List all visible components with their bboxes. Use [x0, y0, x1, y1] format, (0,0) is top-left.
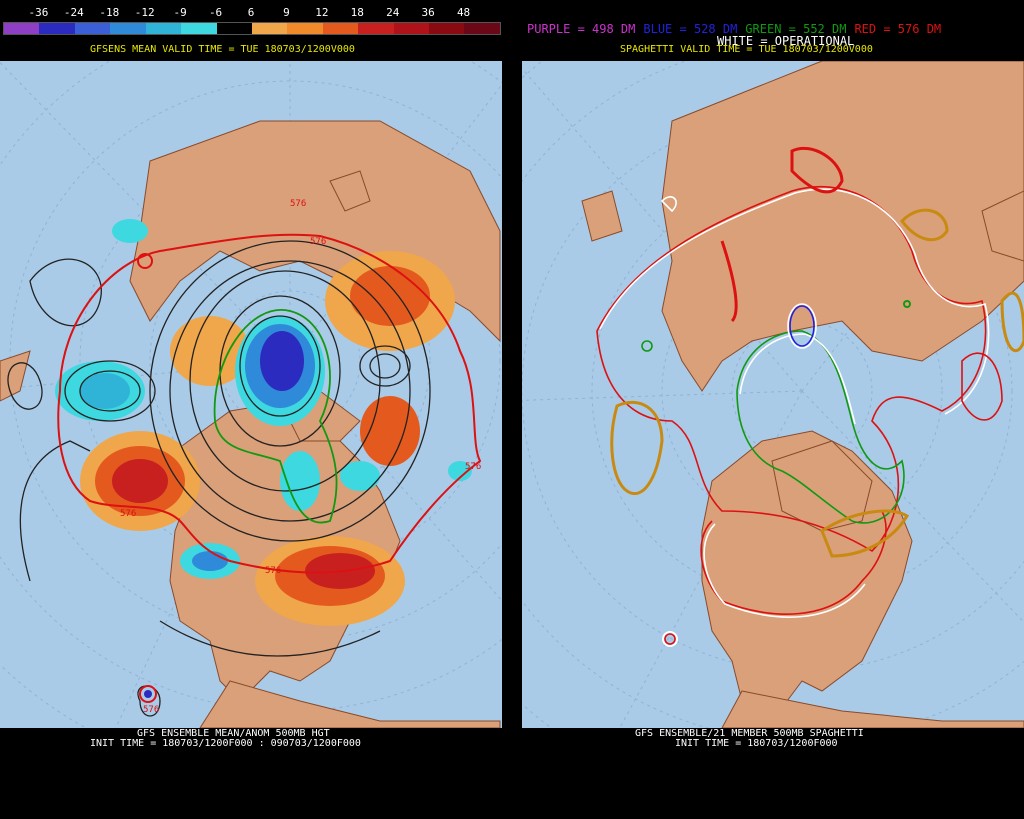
colorbar-labels: -36 -24 -18 -12 -9 -6 6 9 12 18 24 36 48: [0, 6, 502, 20]
spaghetti-map: [522, 61, 1024, 728]
red-small-loop: [137, 253, 153, 269]
height-contours: [7, 240, 431, 717]
ensemble-mean-map: 576 576 576 576 576 576: [0, 61, 502, 728]
colorbar-segment: [393, 23, 430, 34]
right-title-line2: INIT TIME = 180703/1200F000: [675, 738, 838, 749]
colorbar-label: 36: [421, 6, 435, 19]
colorbar-segment: [74, 23, 111, 34]
colorbar-label: -9: [173, 6, 187, 19]
legend-purple: PURPLE = 498 DM: [527, 22, 636, 36]
right-valid-time: SPAGHETTI VALID TIME = TUE 180703/1200V0…: [620, 44, 873, 55]
spaghetti-map-svg: [522, 61, 1024, 728]
colorbar-segment: [464, 23, 500, 34]
contour-label: 576: [143, 705, 159, 715]
anomaly-fills: [55, 219, 472, 626]
colorbar-segment: [322, 23, 359, 34]
mean-map-svg: 576 576 576 576 576 576: [0, 61, 502, 728]
green-552-contour: [213, 309, 338, 524]
colorbar-segment: [358, 23, 394, 34]
colorbar-segment: [216, 23, 252, 34]
colorbar-label: 48: [456, 6, 471, 19]
colorbar-segment: [145, 23, 182, 34]
colorbar-label: 24: [386, 6, 400, 19]
colorbar-segment: [429, 23, 465, 34]
left-title-line1: GFS ENSEMBLE MEAN/ANOM 500MB HGT: [137, 728, 330, 739]
panel-divider: [502, 0, 522, 819]
red-576-contour: [57, 233, 482, 574]
right-title-line1: GFS ENSEMBLE/21 MEMBER 500MB SPAGHETTI: [635, 728, 864, 739]
colorbar-segment: [39, 23, 75, 34]
colorbar-label: 9: [283, 6, 290, 19]
contour-label: 576: [290, 199, 306, 209]
spaghetti-panel: PURPLE = 498 DM BLUE = 528 DM GREEN = 552 …: [522, 0, 1024, 819]
contour-label: 576: [465, 462, 481, 472]
anomaly-colorbar: [3, 22, 501, 35]
legend-red: RED = 576 DM: [854, 22, 942, 36]
left-title-line2: INIT TIME = 180703/1200F000 : 090703/120…: [90, 738, 361, 749]
colorbar-label: -6: [208, 6, 223, 19]
colorbar-segment: [4, 23, 40, 34]
colorbar-label: -24: [63, 6, 84, 19]
legend-white: WHITE = OPERATIONAL: [717, 34, 855, 48]
landmasses: [581, 61, 1024, 728]
low-center-marker: [144, 690, 152, 698]
spaghetti-legend: PURPLE = 498 DM BLUE = 528 DM GREEN = 552 …: [527, 22, 1024, 36]
red-576-closed-cell: [139, 685, 157, 703]
contour-label: 576: [265, 566, 281, 576]
legend-green: GREEN = 552 DM: [745, 22, 847, 36]
colorbar-segment: [181, 23, 217, 34]
colorbar-label: -36: [28, 6, 49, 19]
contour-label: 576: [120, 509, 136, 519]
ensemble-mean-panel: -36 -24 -18 -12 -9 -6 6 9 12 18 24 36 48 GFSENS MEAN…: [0, 0, 502, 819]
colorbar-label: 6: [247, 6, 255, 19]
contour-labels: 576 576 576 576 576 576: [120, 199, 481, 715]
colorbar-label: -18: [99, 6, 120, 19]
spaghetti-contours: [596, 146, 1024, 647]
legend-blue: BLUE = 528 DM: [643, 22, 738, 36]
colorbar-segment: [287, 23, 323, 34]
colorbar-label: -12: [134, 6, 155, 19]
contour-label: 576: [310, 237, 326, 247]
colorbar-segment: [110, 23, 146, 34]
colorbar-segment: [251, 23, 288, 34]
colorbar-label: 18: [350, 6, 364, 19]
colorbar-label: 12: [315, 6, 329, 19]
left-valid-time: GFSENS MEAN VALID TIME = TUE 180703/1200…: [90, 44, 355, 55]
